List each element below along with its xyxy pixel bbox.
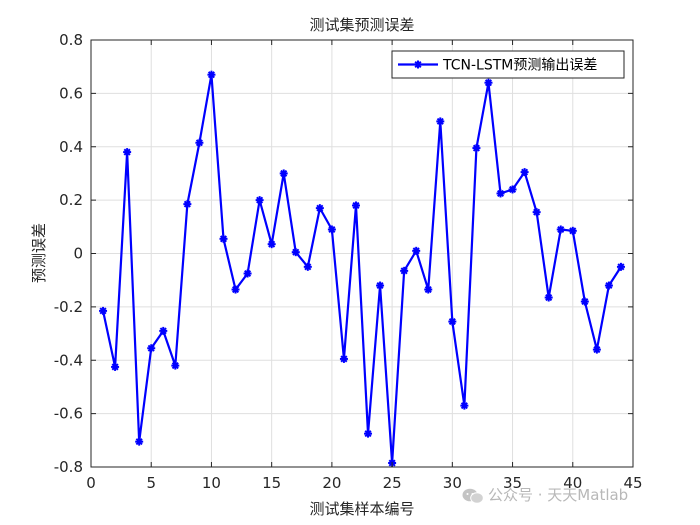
wechat-icon [462,488,484,504]
data-point [592,345,601,354]
x-tick-label: 20 [322,474,341,492]
data-point [568,226,577,235]
data-point [99,306,108,315]
chart-title: 测试集预测误差 [309,16,414,34]
y-tick-label: 0.6 [59,84,83,102]
x-tick-label: 30 [443,474,462,492]
y-tick-label: 0.8 [59,31,83,49]
data-point [171,361,180,370]
data-point [207,70,216,79]
x-tick-label: 15 [262,474,281,492]
x-tick-label: 5 [146,474,156,492]
data-point [424,285,433,294]
data-point [327,225,336,234]
data-point [123,148,132,157]
x-tick-label: 25 [383,474,402,492]
data-point [556,225,565,234]
data-point [195,138,204,147]
x-tick-label: 40 [563,474,582,492]
data-point [496,189,505,198]
grid [90,39,634,468]
data-point [448,317,457,326]
data-point [183,200,192,209]
data-point [580,297,589,306]
data-point [364,429,373,438]
data-point [339,354,348,363]
data-point [436,117,445,126]
data-point [315,204,324,213]
data-point [279,169,288,178]
legend: TCN-LSTM预测输出误差 [391,50,625,79]
x-tick-label: 45 [623,474,642,492]
data-point [544,293,553,302]
axes: 0 5 10 15 20 25 30 35 40 45 0.8 0.6 0.4 0.2 0 -0.2 -0.4 -… [54,31,643,492]
data-point [267,240,276,249]
y-axis-label: 预测误差 [30,223,48,283]
data-point [460,401,469,410]
x-tick-label: 35 [503,474,522,492]
y-tick-label: -0.8 [54,458,83,476]
data-point [508,185,517,194]
data-point [484,78,493,87]
data-point [111,362,120,371]
y-tick-label: -0.4 [54,351,83,369]
data-point [255,196,264,205]
watermark-text: 公众号 · 天天Matlab [488,486,629,504]
data-point [472,144,481,153]
y-tick-label: 0.4 [59,138,83,156]
legend-marker [414,60,422,69]
data-point [532,208,541,217]
data-point [303,262,312,271]
x-axis-label: 测试集样本编号 [309,500,414,518]
y-tick-label: -0.2 [54,298,83,316]
y-tick-label: -0.6 [54,405,83,423]
legend-label: TCN-LSTM预测输出误差 [442,58,597,74]
data-point [231,285,240,294]
series-line [101,73,622,465]
data-point [412,246,421,255]
x-tick-label: 10 [202,474,221,492]
x-tick-label: 0 [86,474,96,492]
data-point [243,269,252,278]
data-point [376,281,385,290]
data-point [291,248,300,257]
data-point [219,234,228,243]
data-point [400,266,409,275]
y-tick-label: 0.2 [59,191,83,209]
data-point [147,344,156,353]
data-point [616,262,625,271]
data-point [159,326,168,335]
watermark: 公众号 · 天天Matlab [462,484,628,505]
data-point [520,168,529,177]
data-point [604,281,613,290]
data-point [351,201,360,210]
y-tick-label: 0 [73,245,83,263]
data-point [135,437,144,446]
